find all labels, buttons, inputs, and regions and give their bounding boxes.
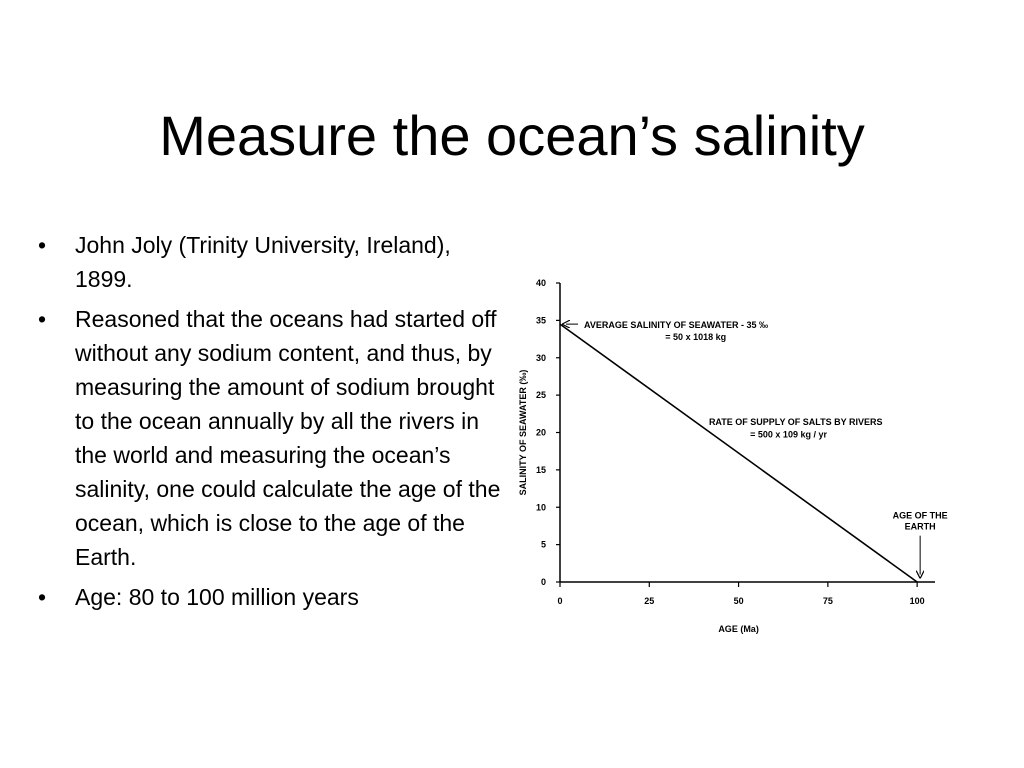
y-tick-label: 0 <box>541 577 546 587</box>
average-salinity-label: AVERAGE SALINITY OF SEAWATER - 35 ‰ <box>584 320 768 330</box>
x-tick-label: 25 <box>644 596 654 606</box>
salinity-line <box>559 323 918 583</box>
bullet-item: • Reasoned that the oceans had started o… <box>32 302 502 574</box>
y-tick-label: 35 <box>536 315 546 325</box>
bullet-list: • John Joly (Trinity University, Ireland… <box>32 228 502 620</box>
x-tick-label: 100 <box>910 596 925 606</box>
bullet-text: Reasoned that the oceans had started off… <box>75 306 501 570</box>
y-tick-label: 15 <box>536 465 546 475</box>
x-tick-label: 50 <box>734 596 744 606</box>
slide-title: Measure the ocean’s salinity <box>159 104 865 167</box>
y-tick-label: 5 <box>541 540 546 550</box>
y-axis-label: SALINITY OF SEAWATER (‰) <box>518 370 528 496</box>
y-tick-label: 10 <box>536 502 546 512</box>
rate-of-supply-value-label: = 500 x 109 kg / yr <box>750 430 827 440</box>
bullet-item: • John Joly (Trinity University, Ireland… <box>32 228 502 296</box>
chart-ticks: 0 5 10 15 20 25 30 35 40 0 25 50 75 100 <box>536 278 925 606</box>
x-tick-label: 0 <box>557 596 562 606</box>
bullet-marker: • <box>37 232 47 258</box>
x-axis-label: AGE (Ma) <box>718 624 759 634</box>
age-of-earth-label: AGE OF THE <box>893 510 948 520</box>
chart-series <box>559 323 918 583</box>
y-tick-label: 40 <box>536 278 546 288</box>
y-tick-label: 20 <box>536 428 546 438</box>
y-tick-label: 30 <box>536 353 546 363</box>
bullet-text: John Joly (Trinity University, Ireland),… <box>75 232 451 292</box>
bullet-marker: • <box>37 306 47 332</box>
age-of-earth-label-line2: EARTH <box>905 522 936 532</box>
bullet-item: • Age: 80 to 100 million years <box>32 580 502 614</box>
rate-of-supply-label: RATE OF SUPPLY OF SALTS BY RIVERS <box>709 417 883 427</box>
y-tick-label: 25 <box>536 390 546 400</box>
salinity-age-chart: 0 5 10 15 20 25 30 35 40 0 25 50 75 100 SALINITY OF S… <box>518 278 948 634</box>
x-tick-label: 75 <box>823 596 833 606</box>
bullet-text: Age: 80 to 100 million years <box>75 584 359 610</box>
average-salinity-mass-label: = 50 x 1018 kg <box>665 332 726 342</box>
bullet-marker: • <box>37 584 47 610</box>
